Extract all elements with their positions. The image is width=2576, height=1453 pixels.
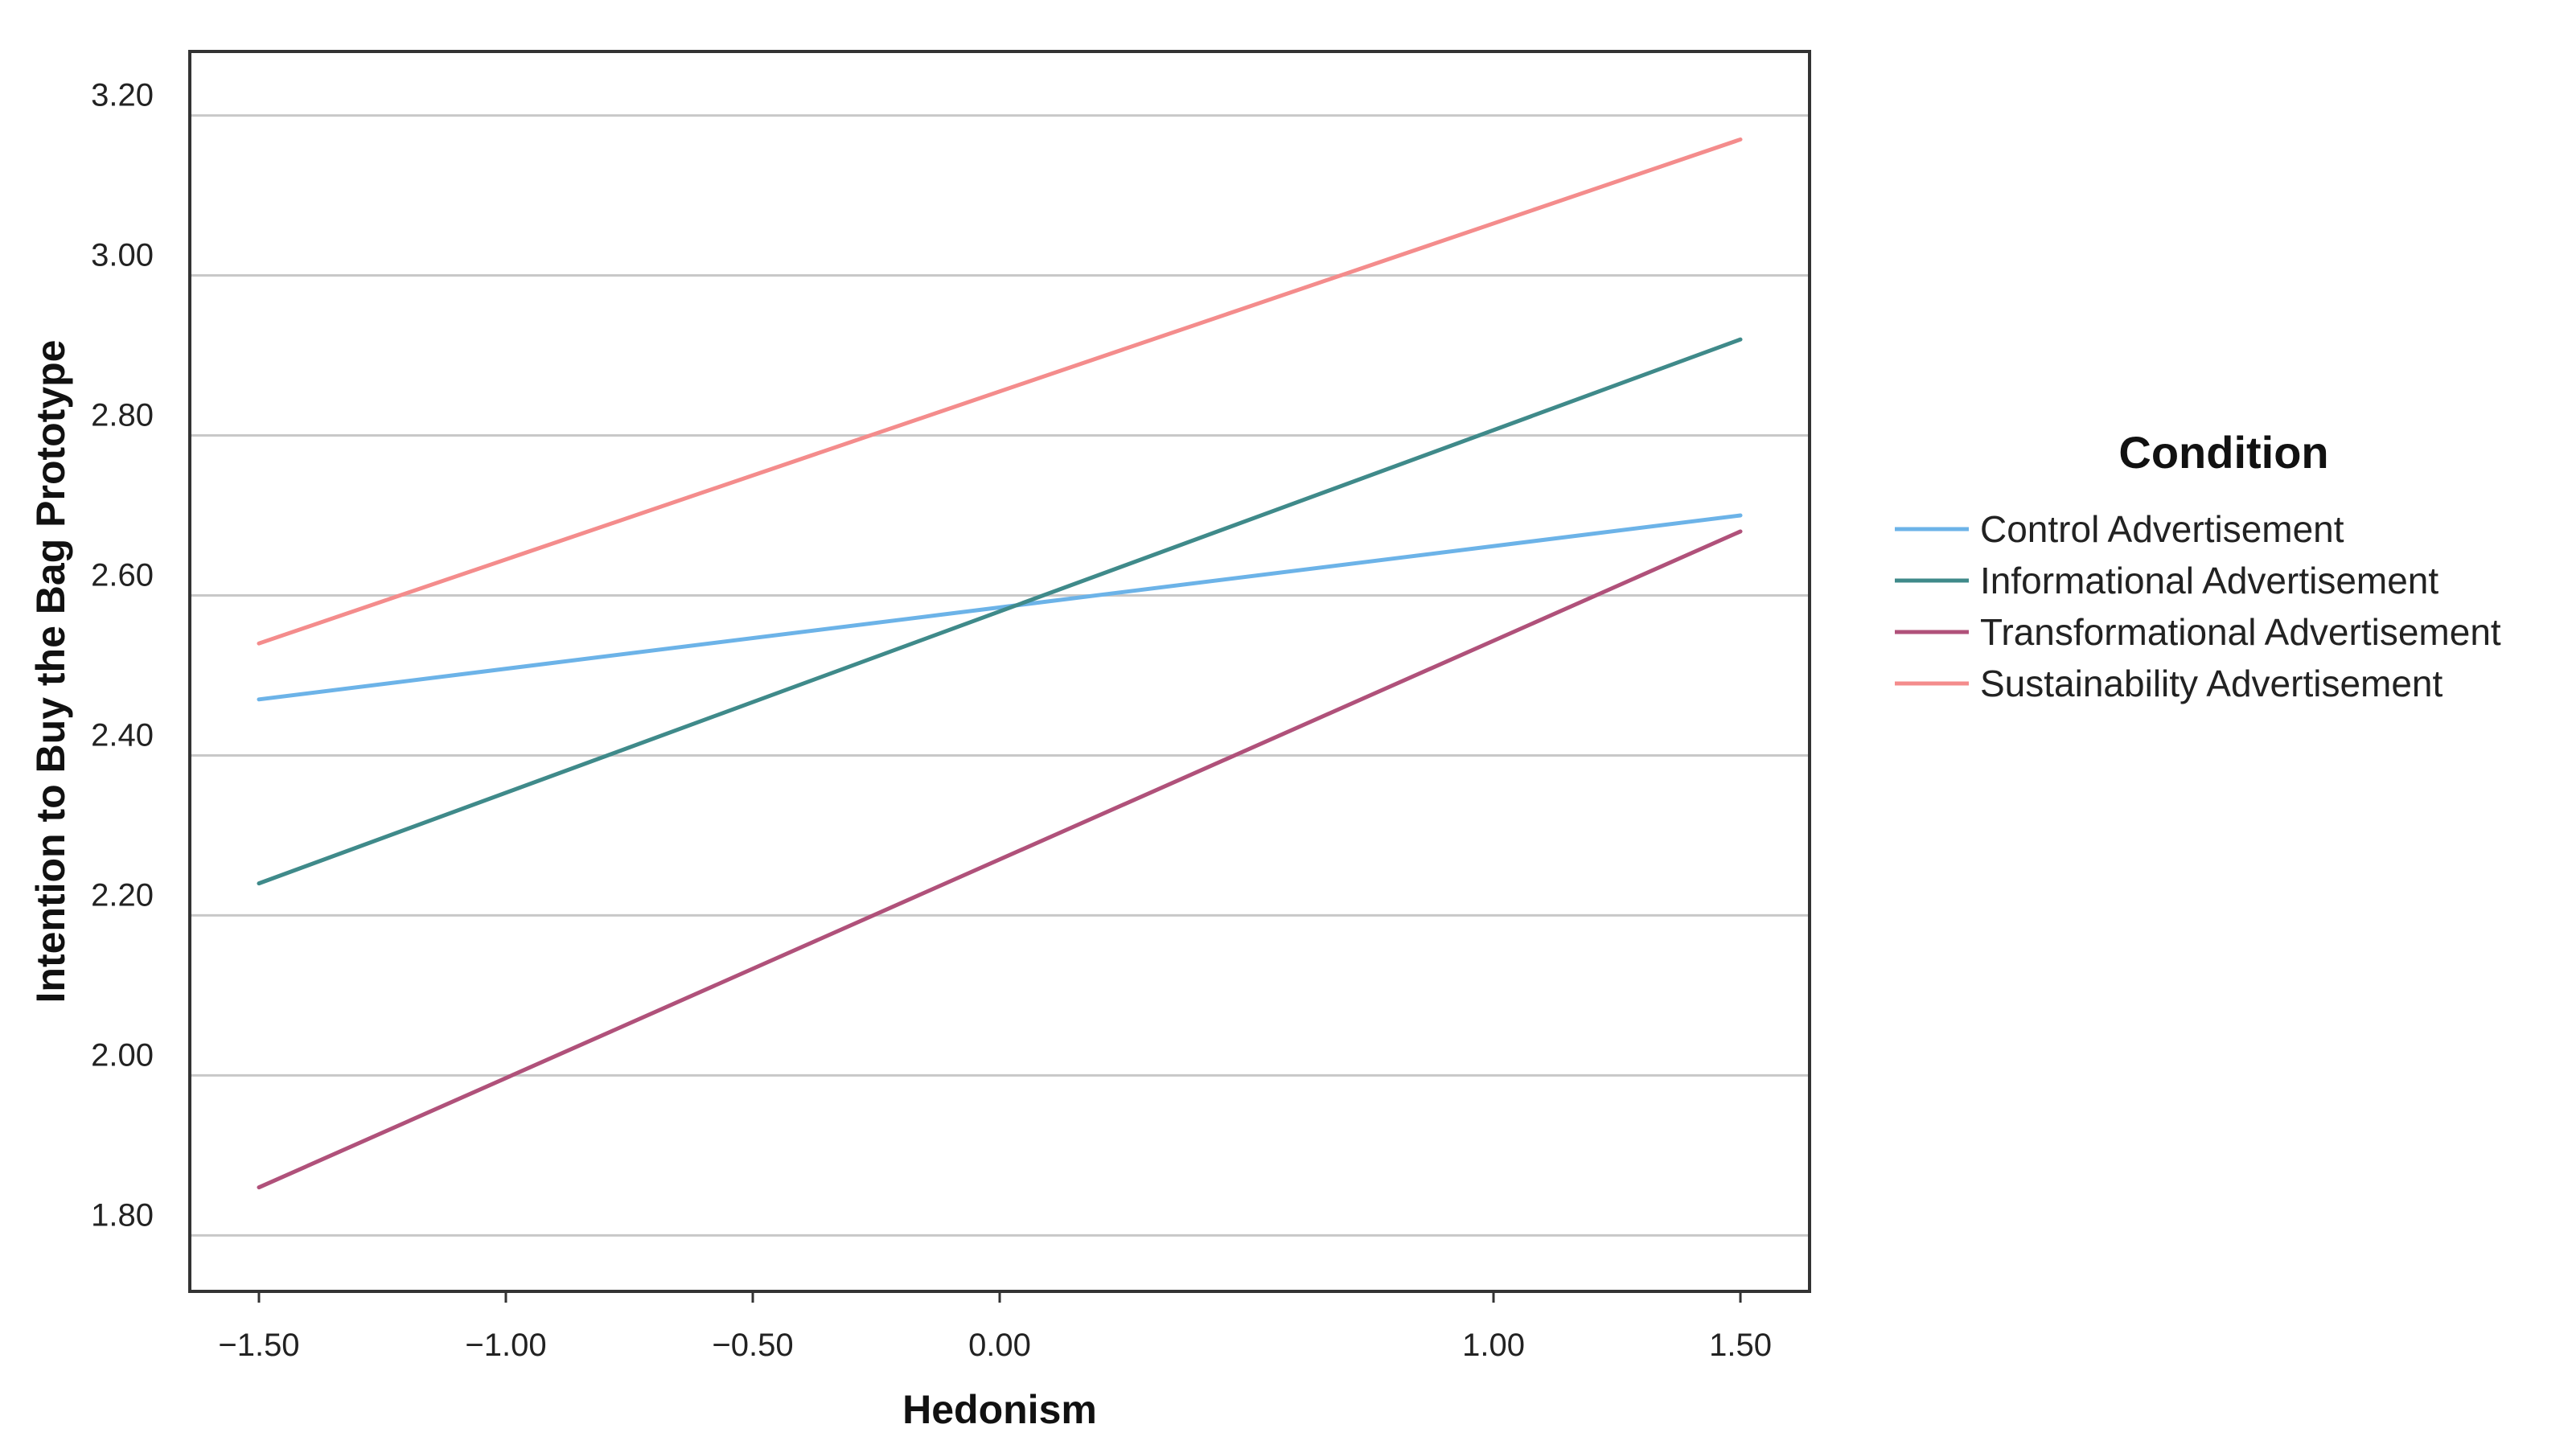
axis-ticks: 1.80 2.00 2.20 2.40 2.60 2.80 3.00 3.20 −1.50 −1.… [91, 78, 1772, 1363]
x-tick-label: 1.50 [1709, 1328, 1772, 1363]
x-tick-label: −0.50 [712, 1328, 793, 1363]
x-tick-label: −1.50 [218, 1328, 299, 1363]
y-tick-label: 2.80 [91, 398, 154, 433]
x-tick-label: −1.00 [465, 1328, 546, 1363]
legend-label: Transformational Advertisement [1980, 611, 2501, 653]
y-tick-label: 2.60 [91, 557, 154, 593]
grid-lines [190, 114, 1810, 1237]
y-tick-label: 2.20 [91, 877, 154, 913]
series-line-0 [257, 513, 1743, 702]
legend-label: Sustainability Advertisement [1980, 663, 2443, 704]
y-axis-title: Intention to Buy the Bag Prototype [28, 340, 73, 1004]
series-lines [257, 137, 1743, 1190]
series-line-1 [257, 337, 1743, 886]
plot-frame [188, 50, 1811, 1293]
x-tick-label: 1.00 [1462, 1328, 1525, 1363]
x-tick-label: 0.00 [968, 1328, 1031, 1363]
x-axis-title: Hedonism [902, 1387, 1097, 1432]
y-tick-label: 3.00 [91, 238, 154, 273]
y-tick-label: 2.00 [91, 1037, 154, 1073]
legend-label: Informational Advertisement [1980, 560, 2438, 601]
y-tick-label: 3.20 [91, 78, 154, 113]
legend-title: Condition [2118, 427, 2328, 478]
legend-items: Control Advertisement Informational Adver… [1895, 508, 2501, 704]
y-tick-label: 2.40 [91, 717, 154, 753]
y-tick-label: 1.80 [91, 1197, 154, 1233]
series-line-2 [257, 529, 1743, 1190]
legend: Condition Control Advertisement Informati… [1895, 427, 2501, 704]
legend-label: Control Advertisement [1980, 508, 2344, 550]
series-line-3 [257, 137, 1743, 646]
